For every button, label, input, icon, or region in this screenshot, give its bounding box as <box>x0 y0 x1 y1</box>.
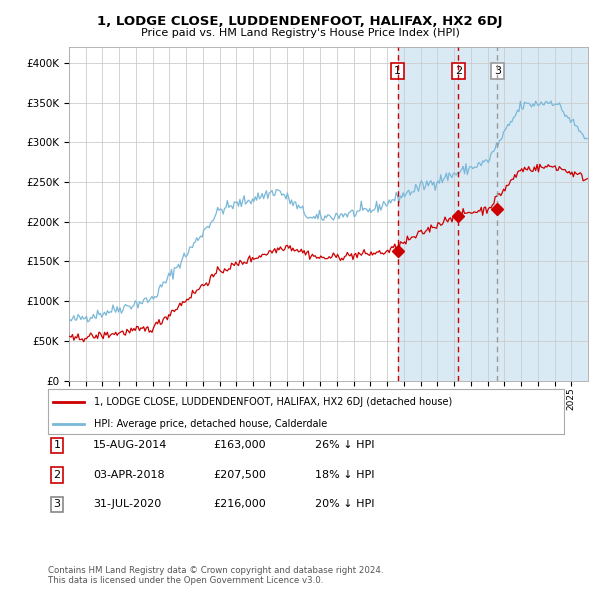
Bar <box>398 47 588 381</box>
Text: £216,000: £216,000 <box>213 500 266 509</box>
Text: 3: 3 <box>494 66 501 76</box>
Text: 1, LODGE CLOSE, LUDDENDENFOOT, HALIFAX, HX2 6DJ (detached house): 1, LODGE CLOSE, LUDDENDENFOOT, HALIFAX, … <box>94 397 452 407</box>
Text: 2: 2 <box>53 470 61 480</box>
Text: 31-JUL-2020: 31-JUL-2020 <box>93 500 161 509</box>
Text: 2: 2 <box>455 66 462 76</box>
Text: 26% ↓ HPI: 26% ↓ HPI <box>315 441 374 450</box>
Text: Contains HM Land Registry data © Crown copyright and database right 2024.: Contains HM Land Registry data © Crown c… <box>48 566 383 575</box>
Text: 1, LODGE CLOSE, LUDDENDENFOOT, HALIFAX, HX2 6DJ: 1, LODGE CLOSE, LUDDENDENFOOT, HALIFAX, … <box>97 15 503 28</box>
Text: 18% ↓ HPI: 18% ↓ HPI <box>315 470 374 480</box>
Text: 1: 1 <box>394 66 401 76</box>
Text: This data is licensed under the Open Government Licence v3.0.: This data is licensed under the Open Gov… <box>48 576 323 585</box>
Text: HPI: Average price, detached house, Calderdale: HPI: Average price, detached house, Cald… <box>94 419 328 429</box>
Text: Price paid vs. HM Land Registry's House Price Index (HPI): Price paid vs. HM Land Registry's House … <box>140 28 460 38</box>
Text: £163,000: £163,000 <box>213 441 266 450</box>
Text: 1: 1 <box>53 441 61 450</box>
Text: 15-AUG-2014: 15-AUG-2014 <box>93 441 167 450</box>
Text: £207,500: £207,500 <box>213 470 266 480</box>
Text: 3: 3 <box>53 500 61 509</box>
Text: 03-APR-2018: 03-APR-2018 <box>93 470 164 480</box>
Text: 20% ↓ HPI: 20% ↓ HPI <box>315 500 374 509</box>
